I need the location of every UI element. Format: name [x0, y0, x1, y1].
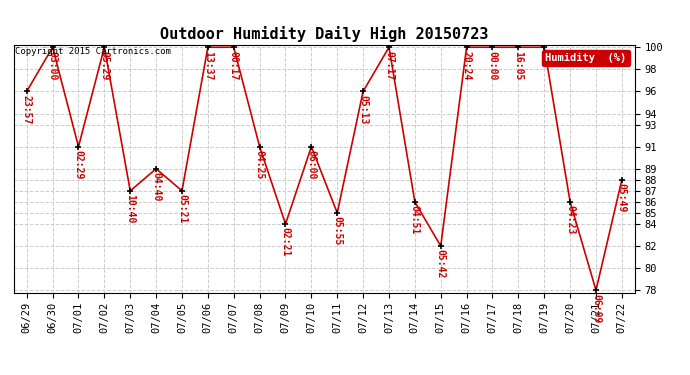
- Text: 02:29: 02:29: [74, 150, 83, 179]
- Text: 23:57: 23:57: [22, 95, 32, 124]
- Text: 06:09: 06:09: [591, 294, 601, 323]
- Title: Outdoor Humidity Daily High 20150723: Outdoor Humidity Daily High 20150723: [160, 27, 489, 42]
- Text: 04:23: 04:23: [565, 205, 575, 235]
- Point: [125, 188, 136, 194]
- Text: 20:24: 20:24: [462, 51, 471, 80]
- Point: [150, 166, 161, 172]
- Point: [202, 44, 213, 50]
- Text: 00:17: 00:17: [229, 51, 239, 80]
- Point: [306, 144, 317, 150]
- Text: 05:21: 05:21: [177, 194, 187, 224]
- Point: [384, 44, 395, 50]
- Text: 05:49: 05:49: [617, 183, 627, 213]
- Point: [539, 44, 550, 50]
- Point: [254, 144, 265, 150]
- Text: 04:25: 04:25: [255, 150, 264, 179]
- Legend: Humidity  (%): Humidity (%): [542, 50, 629, 66]
- Point: [357, 88, 368, 94]
- Text: 05:55: 05:55: [333, 216, 342, 246]
- Point: [564, 199, 575, 205]
- Text: 05:42: 05:42: [436, 249, 446, 279]
- Point: [435, 243, 446, 249]
- Point: [228, 44, 239, 50]
- Text: 04:51: 04:51: [410, 205, 420, 235]
- Text: 10:40: 10:40: [126, 194, 135, 224]
- Text: 16:05: 16:05: [513, 51, 523, 80]
- Point: [591, 287, 602, 293]
- Point: [280, 221, 291, 227]
- Text: 13:37: 13:37: [203, 51, 213, 80]
- Text: 06:00: 06:00: [306, 150, 316, 179]
- Point: [177, 188, 188, 194]
- Point: [73, 144, 84, 150]
- Text: 02:21: 02:21: [281, 227, 290, 256]
- Point: [487, 44, 498, 50]
- Point: [513, 44, 524, 50]
- Point: [332, 210, 343, 216]
- Point: [47, 44, 58, 50]
- Text: Copyright 2015 Cartronics.com: Copyright 2015 Cartronics.com: [15, 48, 171, 57]
- Text: 04:40: 04:40: [151, 172, 161, 201]
- Text: 05:29: 05:29: [99, 51, 109, 80]
- Text: 07:17: 07:17: [384, 51, 394, 80]
- Point: [461, 44, 472, 50]
- Text: 03:00: 03:00: [48, 51, 57, 80]
- Text: 00:00: 00:00: [488, 51, 497, 80]
- Point: [21, 88, 32, 94]
- Text: 05:13: 05:13: [358, 95, 368, 124]
- Point: [409, 199, 420, 205]
- Text: 0: 0: [540, 51, 549, 56]
- Point: [99, 44, 110, 50]
- Point: [616, 177, 627, 183]
